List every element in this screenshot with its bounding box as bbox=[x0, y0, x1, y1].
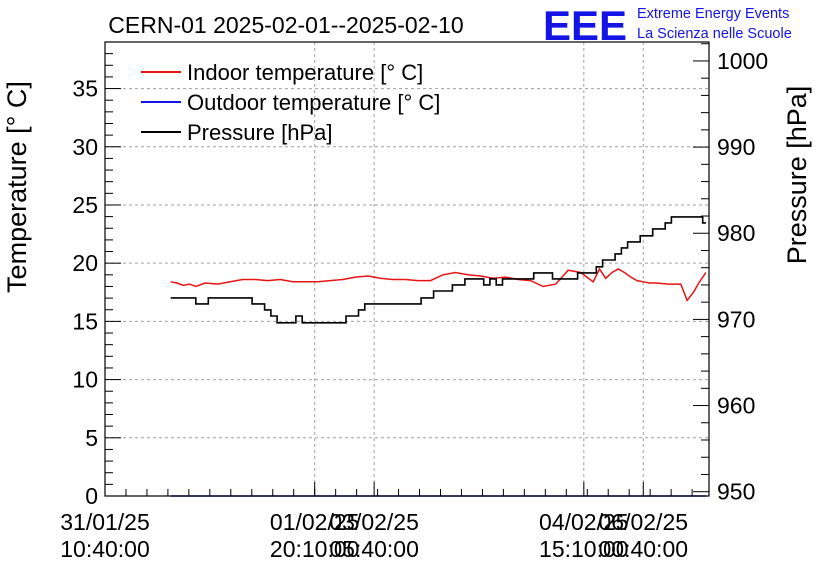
chart-title: CERN-01 2025-02-01--2025-02-10 bbox=[108, 12, 463, 38]
tick-label-left: 30 bbox=[72, 134, 98, 160]
tick-label-x-date: 03/02/25 bbox=[329, 509, 419, 535]
tick-label-right: 1000 bbox=[717, 48, 768, 74]
legend: Indoor temperature [° C] Outdoor temperat… bbox=[141, 60, 440, 145]
tick-label-left: 25 bbox=[72, 192, 98, 218]
tick-label-x-date: 06/02/25 bbox=[599, 509, 689, 535]
legend-indoor-temperature-label: Indoor temperature [° C] bbox=[187, 60, 423, 85]
tick-label-x-date: 31/01/25 bbox=[60, 509, 150, 535]
tick-label-x-time: 20:10:00 bbox=[270, 536, 360, 562]
tick-label-right: 980 bbox=[717, 220, 755, 246]
tick-label-x-date: 04/02/25 bbox=[539, 509, 629, 535]
tick-label-left: 35 bbox=[72, 76, 98, 102]
logo-line-2: La Scienza nelle Scuole bbox=[637, 26, 792, 42]
tick-label-x-time: 10:40:00 bbox=[60, 536, 150, 562]
tick-label-right: 990 bbox=[717, 134, 755, 160]
tick-label-x-time: 05:40:00 bbox=[329, 536, 419, 562]
axes bbox=[104, 41, 710, 497]
legend-outdoor-temperature-label: Outdoor temperature [° C] bbox=[187, 90, 440, 115]
tick-label-x-date: 01/02/25 bbox=[270, 509, 360, 535]
tick-label-left: 20 bbox=[72, 250, 98, 276]
y-ticks-left: 0 5 10 15 20 25 30 35 bbox=[72, 41, 121, 509]
tick-label-x-time: 00:40:00 bbox=[599, 536, 689, 562]
tick-label-right: 970 bbox=[717, 306, 755, 332]
eee-logo: EEE bbox=[543, 2, 627, 49]
logo-line-1: Extreme Energy Events bbox=[637, 6, 789, 22]
tick-label-left: 5 bbox=[85, 425, 98, 451]
tick-label-left: 0 bbox=[85, 483, 98, 509]
pressure-line bbox=[170, 216, 706, 324]
tick-label-right: 950 bbox=[717, 479, 755, 505]
tick-label-left: 15 bbox=[72, 308, 98, 334]
plot-frame bbox=[104, 41, 710, 497]
y-ticks-right: 950 960 970 980 990 1000 bbox=[693, 43, 768, 505]
y-axis-left-label: Temperature [° C] bbox=[2, 81, 32, 293]
legend-pressure-label: Pressure [hPa] bbox=[187, 120, 333, 145]
indoor-temperature-line bbox=[170, 267, 707, 302]
y-axis-right-label: Pressure [hPa] bbox=[782, 86, 812, 265]
tick-label-right: 960 bbox=[717, 393, 755, 419]
tick-label-x-time: 15:10:00 bbox=[539, 536, 629, 562]
tick-label-left: 10 bbox=[72, 367, 98, 393]
